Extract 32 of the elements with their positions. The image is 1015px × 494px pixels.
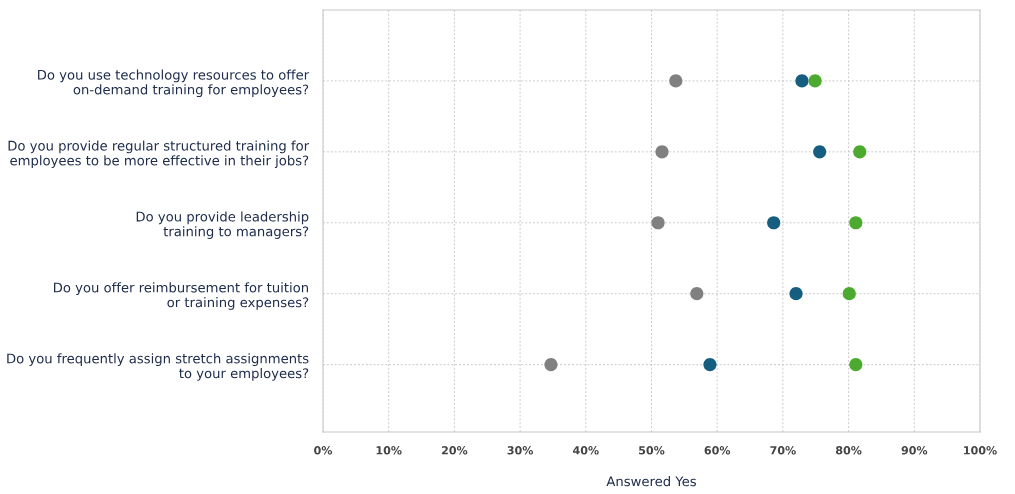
point	[669, 74, 683, 88]
point	[651, 216, 665, 230]
x-tick-label: 0%	[314, 446, 333, 455]
point	[703, 358, 717, 372]
point	[789, 287, 803, 301]
y-tick-label: Do you frequently assign stretch assignments to your employees?	[7, 353, 309, 381]
y-tick-label: Do you provide leadership training to managers?	[136, 211, 309, 239]
x-tick-label: 100%	[964, 446, 997, 455]
x-tick-label: 20%	[441, 446, 468, 455]
point	[849, 216, 863, 230]
point	[655, 145, 669, 159]
point	[849, 358, 863, 372]
x-tick-label: 30%	[507, 446, 534, 455]
x-tick-label: 40%	[573, 446, 599, 455]
point	[808, 74, 822, 88]
point	[690, 287, 704, 301]
x-axis-title: Answered Yes	[606, 476, 696, 487]
point	[813, 145, 827, 159]
x-tick-label: 70%	[770, 446, 796, 455]
x-tick-label: 80%	[835, 446, 862, 455]
x-tick-label: 90%	[901, 446, 928, 455]
point	[767, 216, 781, 230]
point	[853, 145, 867, 159]
y-tick-label: Do you use technology resources to offer on-demand training for employees?	[38, 69, 310, 98]
x-tick-label: 50%	[639, 446, 665, 455]
y-tick-label: Do you offer reimbursement for tuition or training expenses?	[54, 282, 309, 310]
point	[795, 74, 809, 88]
y-tick-label: Do you provide regular structured training for employees to be more effective in their jobs?	[8, 140, 310, 168]
x-tick-label: 10%	[376, 446, 402, 455]
point	[842, 287, 856, 301]
x-tick-label: 60%	[704, 446, 731, 455]
point	[544, 358, 558, 372]
